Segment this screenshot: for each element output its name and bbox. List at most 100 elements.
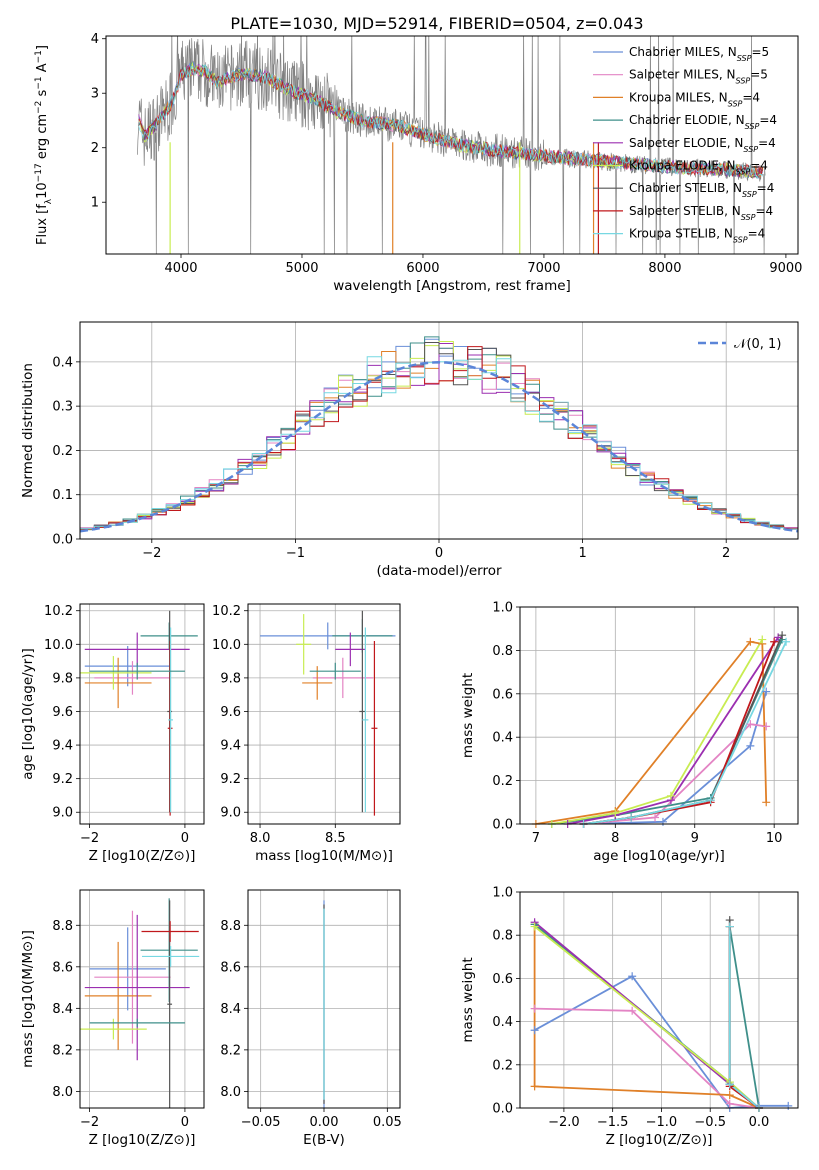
legend-label: Salpeter ELODIE, N (629, 136, 743, 150)
weight-marker (530, 922, 539, 931)
y-tick-label: 3 (91, 87, 99, 102)
legend-tail: =4 (755, 204, 773, 218)
x-axis-label: mass [log10(M/M⊙)] (255, 848, 393, 864)
x-axis-label: age [log10(age/yr)] (593, 848, 725, 864)
x-axis-label: Z [log10(Z/Z⊙)] (89, 1132, 196, 1148)
weight-marker (778, 631, 787, 640)
legend-sub: SSP (741, 212, 756, 221)
x-tick-label: 0 (435, 546, 443, 561)
legend-entry: Salpeter STELIB, NSSP=4 (629, 204, 773, 222)
legend-entry: Chabrier STELIB, NSSP=4 (629, 181, 774, 199)
weight-marker (746, 720, 755, 729)
legend-label: Kroupa MILES, N (629, 90, 728, 104)
weight-vs-age-panel: 7 8 9 10 0.0 0.2 0.4 0.6 0.8 1.0 age [log10(age/yr… (460, 601, 799, 864)
x-tick-label: −2 (80, 831, 99, 846)
y-axis-label-part: erg cm (35, 114, 50, 163)
weight-marker (746, 741, 755, 750)
y-tick-label: 9.2 (220, 772, 241, 787)
y-tick-label: 4 (91, 32, 99, 47)
x-tick-label: 0 (181, 831, 189, 846)
x-axis-label: wavelength [Angstrom, rest frame] (333, 278, 571, 294)
weight-marker (762, 722, 771, 731)
y-tick-label: 8.0 (220, 1085, 241, 1100)
histogram-panel: −2 −1 0 1 2 0.0 0.1 0.2 0.3 0.4 (data-model)/error… (20, 321, 799, 579)
y-tick-label: 9.4 (220, 739, 241, 754)
weight-marker (784, 1101, 793, 1110)
y-tick-label: 0.3 (52, 400, 73, 415)
x-tick-label: 4000 (164, 261, 197, 276)
weight-marker (770, 637, 779, 646)
weight-series (534, 1007, 760, 1108)
weight-series (583, 723, 767, 824)
legend-tail: =4 (750, 159, 768, 173)
x-tick-label: −0.05 (241, 1115, 281, 1130)
axes-frame (79, 603, 205, 825)
legend-label: Chabrier ELODIE, N (629, 113, 745, 127)
y-tick-label: 0.8 (492, 929, 513, 944)
x-tick-label: −1.0 (646, 1115, 678, 1130)
y-axis-label-part: s (35, 89, 50, 100)
y-axis-label-part: −17 (34, 163, 44, 182)
x-axis-label: E(B-V) (303, 1132, 345, 1148)
x-tick-label: 0.05 (373, 1115, 402, 1130)
weight-marker (611, 809, 620, 818)
y-tick-label: 0.4 (492, 1015, 513, 1030)
weight-marker (725, 1080, 734, 1089)
y-tick-label: 9.0 (52, 806, 73, 821)
x-tick-label: 0.0 (749, 1115, 770, 1130)
legend-sub: SSP (745, 122, 760, 131)
y-tick-label: 8.8 (52, 919, 73, 934)
y-axis-label-part: A (35, 63, 50, 76)
legend-sub: SSP (728, 99, 743, 108)
y-tick-label: 10.0 (212, 638, 241, 653)
x-axis-label: Z [log10(Z/Z⊙)] (606, 1132, 713, 1148)
y-axis-label: Flux [fλ10−17 erg cm−2 s−1 A−1] (34, 45, 54, 245)
x-tick-label: 9 (691, 831, 699, 846)
model-spectrum (138, 64, 764, 180)
legend-tail: =5 (750, 68, 768, 82)
x-tick-label: 7000 (527, 261, 560, 276)
y-axis-label-part: −1 (34, 50, 44, 63)
legend-tail: =4 (748, 227, 766, 241)
weight-marker (762, 798, 771, 807)
x-tick-label: 8.5 (325, 831, 346, 846)
observed-spectrum (137, 36, 766, 254)
x-tick-label: 8 (611, 831, 619, 846)
y-tick-label: 8.4 (52, 1002, 73, 1017)
weight-marker (628, 1006, 637, 1015)
legend-tail: =4 (759, 113, 777, 127)
legend-sub: SSP (736, 167, 751, 176)
weight-marker (627, 813, 636, 822)
y-tick-label: 0.0 (492, 1102, 513, 1117)
x-tick-label: 0 (181, 1115, 189, 1130)
weight-marker (530, 1004, 539, 1013)
mass-vs-ebv-panel: −0.05 0.00 0.05 8.0 8.2 8.4 8.6 8.8 E(B-V) (220, 889, 402, 1148)
weight-series (567, 636, 779, 824)
y-tick-label: 8.6 (220, 960, 241, 975)
age-vs-Z-panel: −2 0 9.0 9.2 9.4 9.6 9.8 10.0 10.2 Z [log10(Z/Z⊙)… (20, 603, 205, 864)
figure-title: PLATE=1030, MJD=52914, FIBERID=0504, z=0… (230, 14, 643, 33)
y-tick-label: 9.2 (52, 772, 73, 787)
gaussian-curve (80, 361, 798, 533)
x-tick-label: 5000 (285, 261, 318, 276)
y-axis-label: mass weight (460, 673, 476, 758)
legend-entry: Kroupa MILES, NSSP=4 (629, 90, 760, 108)
x-tick-label: 8.0 (250, 831, 271, 846)
legend-entry: Salpeter ELODIE, NSSP=4 (629, 136, 776, 154)
y-tick-label: 0.4 (492, 731, 513, 746)
axes-frame (247, 889, 401, 1109)
y-axis-label-part: 10 (35, 182, 50, 199)
y-tick-label: 0.0 (492, 818, 513, 833)
weight-series (583, 641, 787, 824)
weight-marker (628, 972, 637, 981)
weight-marker (651, 813, 660, 822)
x-tick-label: 10 (766, 831, 783, 846)
y-axis-label: age [log10(age/yr)] (20, 648, 36, 780)
weight-marker (530, 1026, 539, 1035)
y-axis-label: mass weight (460, 957, 476, 1042)
legend-entry: Salpeter MILES, NSSP=5 (629, 68, 768, 86)
weight-marker (725, 922, 734, 931)
weight-series (535, 640, 768, 824)
weight-vs-Z-panel: −2.0 −1.5 −1.0 −0.5 0.0 0.0 0.2 0.4 0.6 0.8 1.0 Z [… (460, 886, 799, 1148)
y-tick-label: 10.2 (44, 604, 73, 619)
